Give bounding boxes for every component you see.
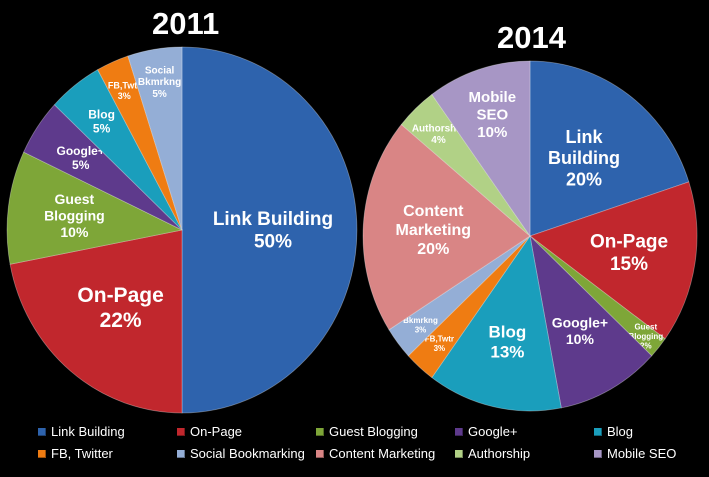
pie-chart-2011: Link Building 50% On-Page 22% Guest Blogging 1… xyxy=(6,46,358,414)
pie-slice-2014-link-building xyxy=(529,60,690,237)
slice-label-2014-google-plus: Google+ 10% xyxy=(552,314,608,347)
legend-label: Google+ xyxy=(468,424,518,439)
legend-label: Social Bookmarking xyxy=(190,446,305,461)
pie-slice-2014-social-bookmarking xyxy=(388,235,531,357)
slice-label-2014-on-page: On-Page 15% xyxy=(590,232,668,275)
pie-chart-2014: Link Building 20% On-Page 15% Guest Blogging 2%… xyxy=(362,60,698,412)
pie-slice-2011-blog xyxy=(53,69,183,231)
legend-item-mobile-seo: Mobile SEO xyxy=(594,446,676,461)
legend-item-guest-blogging: Guest Blogging xyxy=(316,424,418,439)
pie-slice-2011-on-page xyxy=(9,229,183,414)
slice-label-2011-link-building: Link Building 50% xyxy=(213,209,333,252)
legend-swatch xyxy=(455,427,463,436)
slice-label-2011-on-page: On-Page 22% xyxy=(77,284,163,332)
slice-label-2014-mobile-seo: Mobile SEO 10% xyxy=(469,89,517,141)
slice-label-2011-social-bookmarking: Social Bkmrkng 5% xyxy=(138,65,181,100)
legend: Link Building On-Page Guest Blogging Google… xyxy=(0,420,709,470)
slice-label-2014-link-building: Link Building 20% xyxy=(548,127,620,190)
slice-label-2014-blog: Blog 13% xyxy=(489,323,527,362)
pie-slice-2011-social-bookmarking xyxy=(127,46,183,231)
legend-item-on-page: On-Page xyxy=(177,424,242,439)
legend-item-authorship: Authorship xyxy=(455,446,530,461)
slice-label-2011-fb-twitter: FB,Twtr 3% xyxy=(108,80,141,101)
legend-label: Link Building xyxy=(51,424,125,439)
slice-label-2011-blog: Blog 5% xyxy=(88,107,115,135)
chart-title-2014: 2014 xyxy=(497,20,566,55)
legend-item-fb-twitter: FB, Twitter xyxy=(38,446,113,461)
pie-slice-2014-fb-twitter xyxy=(407,235,531,379)
pie-slice-2011-guest-blogging xyxy=(6,151,184,265)
pie-slice-2011-fb-twitter xyxy=(97,55,183,231)
legend-swatch xyxy=(594,427,602,436)
slice-label-2014-social-bookmarking: Bkmrkng 3% xyxy=(403,316,438,335)
pie-slice-2014-blog xyxy=(431,234,562,412)
legend-label: FB, Twitter xyxy=(51,446,113,461)
pie-slice-2011-link-building xyxy=(181,46,358,414)
legend-item-social-bookmarking: Social Bookmarking xyxy=(177,446,305,461)
legend-swatch xyxy=(38,449,46,458)
pie-slice-2014-on-page xyxy=(529,181,698,340)
legend-item-link-building: Link Building xyxy=(38,424,125,439)
legend-swatch xyxy=(316,449,324,458)
legend-item-content-marketing: Content Marketing xyxy=(316,446,435,461)
slice-label-2014-authorship: Authorship 4% xyxy=(412,123,465,146)
legend-label: Content Marketing xyxy=(329,446,436,461)
legend-swatch xyxy=(177,449,185,458)
slice-label-2014-guest-blogging: Guest Blogging 2% xyxy=(628,323,663,351)
legend-label: Authorship xyxy=(468,446,531,461)
pie-slice-2011-google-plus xyxy=(23,104,183,231)
legend-swatch xyxy=(177,427,185,436)
legend-label: Mobile SEO xyxy=(607,446,677,461)
legend-swatch xyxy=(316,427,324,436)
pie-slice-2014-google-plus xyxy=(529,234,653,409)
slice-label-2011-guest-blogging: Guest Blogging 10% xyxy=(44,191,105,240)
slice-label-2014-content-marketing: Content Marketing 20% xyxy=(396,203,472,258)
legend-swatch xyxy=(594,449,602,458)
pie-slice-2014-authorship xyxy=(400,93,531,237)
legend-label: Blog xyxy=(607,424,634,439)
legend-label: Guest Blogging xyxy=(329,424,418,439)
pie-slice-2014-mobile-seo xyxy=(431,60,531,238)
legend-swatch xyxy=(38,427,46,436)
legend-label: On-Page xyxy=(190,424,243,439)
pie-slice-2014-guest-blogging xyxy=(529,235,666,357)
slice-label-2011-google-plus: Google+ 5% xyxy=(57,144,105,172)
pie-slice-2014-content-marketing xyxy=(362,123,531,331)
legend-swatch xyxy=(455,449,463,458)
legend-item-blog: Blog xyxy=(594,424,633,439)
legend-item-google-plus: Google+ xyxy=(455,424,518,439)
chart-title-2011: 2011 xyxy=(152,6,220,41)
slice-label-2014-fb-twitter: FB,Twtr 3% xyxy=(425,335,454,353)
